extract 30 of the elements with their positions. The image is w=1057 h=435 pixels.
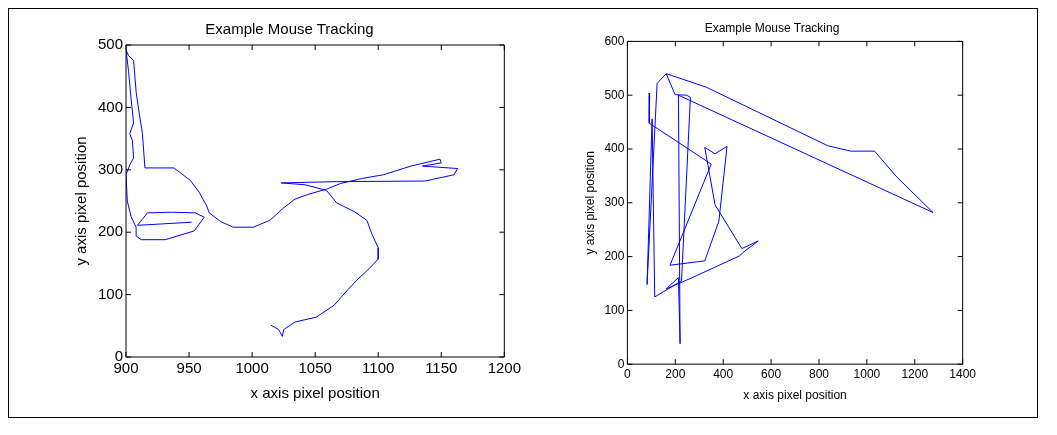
chart-title: Example Mouse Tracking bbox=[704, 20, 840, 35]
y-axis-title: y axis pixel position bbox=[72, 136, 90, 266]
x-tick-label: 1200 bbox=[901, 366, 929, 381]
x-tick-label: 600 bbox=[761, 366, 782, 381]
x-tick-label: 950 bbox=[176, 359, 202, 377]
y-tick-label: 500 bbox=[604, 87, 625, 102]
y-tick-label: 500 bbox=[98, 35, 124, 53]
x-tick-label: 400 bbox=[713, 366, 734, 381]
x-tick-label: 1150 bbox=[425, 359, 458, 377]
x-tick-label: 1050 bbox=[298, 359, 332, 377]
y-tick-label: 100 bbox=[604, 302, 625, 317]
x-tick-label: 1000 bbox=[235, 359, 269, 377]
x-tick-label: 200 bbox=[665, 366, 686, 381]
x-axis-title: x axis pixel position bbox=[250, 384, 380, 402]
y-tick-label: 200 bbox=[98, 222, 124, 240]
y-tick-label: 300 bbox=[98, 159, 124, 177]
y-tick-label: 400 bbox=[604, 141, 625, 156]
chart-title: Example Mouse Tracking bbox=[205, 20, 374, 38]
x-axis-title: x axis pixel position bbox=[743, 388, 847, 403]
y-tick-label: 600 bbox=[604, 33, 625, 48]
y-tick-label: 400 bbox=[98, 97, 124, 115]
x-tick-label: 1000 bbox=[853, 366, 881, 381]
y-axis-title: y axis pixel position bbox=[582, 151, 597, 255]
x-tick-label: 1400 bbox=[949, 366, 977, 381]
x-tick-label: 1100 bbox=[362, 359, 395, 377]
x-tick-label: 1200 bbox=[487, 359, 521, 377]
y-tick-label: 200 bbox=[604, 248, 625, 263]
x-tick-label: 800 bbox=[808, 366, 830, 381]
y-tick-label: 100 bbox=[98, 284, 124, 302]
y-tick-label: 300 bbox=[604, 195, 625, 210]
